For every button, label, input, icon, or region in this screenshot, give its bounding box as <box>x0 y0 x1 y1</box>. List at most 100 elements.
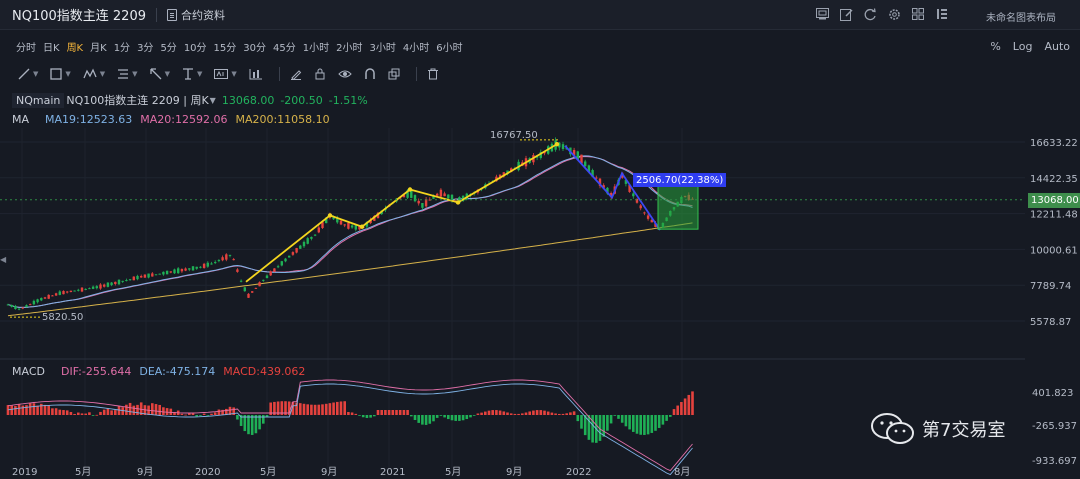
candle-body <box>95 286 98 289</box>
candle-body <box>421 203 424 208</box>
lock-button[interactable] <box>314 66 332 82</box>
macd-axis-label: -933.697 <box>1032 456 1077 467</box>
macd-value: MACD:439.062 <box>223 365 306 378</box>
screenshot-icon[interactable] <box>815 7 829 21</box>
candle-body <box>243 287 246 292</box>
percent-scale-toggle[interactable]: % <box>990 40 1001 53</box>
line-tool-button[interactable]: ▼ <box>18 66 44 82</box>
trend-vertex <box>327 213 333 218</box>
candle-body <box>165 270 169 275</box>
left-expand-handle[interactable]: ◀ <box>0 255 7 264</box>
macd-bar <box>317 404 321 415</box>
macd-bar <box>58 409 62 415</box>
macd-bar <box>232 407 235 415</box>
period-tab[interactable]: 2小时 <box>336 42 363 54</box>
bars-tool-button[interactable] <box>249 66 269 82</box>
settings-icon[interactable] <box>887 7 901 21</box>
period-tab[interactable]: 6小时 <box>436 42 463 54</box>
delete-button[interactable] <box>427 66 445 82</box>
macd-bar <box>14 405 17 415</box>
macd-bar <box>450 415 454 421</box>
edit-icon[interactable] <box>839 7 853 21</box>
layers-button[interactable] <box>388 66 406 82</box>
macd-bar <box>276 401 280 415</box>
period-tab[interactable]: 1分 <box>113 42 131 54</box>
macd-bar <box>517 413 520 415</box>
macd-bar <box>54 408 58 415</box>
candle-body <box>587 165 591 172</box>
macd-bar <box>506 412 509 415</box>
period-tab[interactable]: 3分 <box>137 42 154 54</box>
period-tab[interactable]: 30分 <box>243 42 267 54</box>
macd-bar <box>532 410 535 415</box>
fib-tool-button[interactable]: ▼ <box>117 66 143 82</box>
macd-bar <box>384 410 387 415</box>
arrow-tool-button[interactable]: ▼ <box>149 66 176 82</box>
macd-bar <box>210 413 213 415</box>
main-symbol-chip[interactable]: NQmain <box>12 92 65 108</box>
candle-body <box>591 170 594 177</box>
macd-bar <box>80 413 84 415</box>
label-tool-button[interactable]: ▼ <box>214 66 242 82</box>
macd-bar <box>43 404 47 415</box>
period-tab-active[interactable]: 周K <box>66 42 84 54</box>
text-tool-button[interactable]: ▼ <box>182 66 208 82</box>
rect-tool-button[interactable]: ▼ <box>50 66 76 82</box>
macd-bar <box>169 408 173 415</box>
main-legend: NQmain NQ100指数主连 2209 | 周K ▼ 13068.00 -2… <box>12 92 368 108</box>
candle-body <box>151 273 154 277</box>
period-tab[interactable]: 1小时 <box>302 42 330 54</box>
grid-icon[interactable] <box>911 7 925 21</box>
macd-bar <box>151 403 154 415</box>
macd-bar <box>583 415 587 436</box>
macd-bar <box>635 415 639 434</box>
period-tab[interactable]: 日K <box>43 42 60 54</box>
candle-body <box>628 184 631 192</box>
macd-bar <box>321 404 324 415</box>
pen-icon <box>290 70 301 80</box>
pattern-tool-button[interactable]: ▼ <box>83 66 111 82</box>
symbol-title[interactable]: NQ100指数主连 2209 <box>12 9 146 24</box>
macd-bar <box>484 411 487 415</box>
period-tab[interactable]: 5分 <box>160 42 177 54</box>
candle-body <box>143 274 147 278</box>
period-tab[interactable]: 月K <box>90 42 107 54</box>
refresh-icon[interactable] <box>863 7 877 21</box>
text-tool-icon <box>182 68 193 80</box>
candle-body <box>310 236 313 239</box>
visibility-button[interactable] <box>338 66 358 82</box>
candle-body <box>498 174 502 179</box>
macd-bar <box>469 415 472 418</box>
macd-legend-label[interactable]: MACD <box>12 365 45 378</box>
price-axis-label: 14422.35 <box>1030 174 1078 185</box>
menu-icon[interactable] <box>935 7 949 21</box>
period-tab[interactable]: 3小时 <box>369 42 396 54</box>
macd-bar <box>95 414 99 416</box>
macd-bar <box>254 415 258 434</box>
log-scale-toggle[interactable]: Log <box>1012 40 1033 53</box>
period-tab[interactable]: 45分 <box>273 42 296 54</box>
macd-bar <box>291 401 295 415</box>
period-tab[interactable]: 10分 <box>183 42 207 54</box>
candle-body <box>147 273 150 278</box>
candle-body <box>88 288 91 290</box>
contract-info-button[interactable]: 合约资料 <box>167 7 225 23</box>
layout-name-button[interactable]: 未命名图表布局 <box>986 13 1056 24</box>
macd-bar <box>458 415 461 421</box>
period-tab[interactable]: 分时 <box>16 42 36 54</box>
candle-body <box>191 266 195 271</box>
legend-price: 13068.00 <box>221 93 275 107</box>
time-axis-label: 2021 <box>380 467 405 478</box>
pen-button[interactable] <box>290 66 308 82</box>
magnet-button[interactable] <box>364 66 382 82</box>
macd-bar <box>480 412 483 415</box>
legend-dropdown-icon[interactable]: ▼ <box>209 95 216 105</box>
macd-bar <box>417 415 420 423</box>
fib-tool-icon <box>118 69 129 79</box>
auto-scale-toggle[interactable]: Auto <box>1044 40 1070 53</box>
period-tab[interactable]: 4小时 <box>402 42 430 54</box>
chart-area[interactable]: 16767.50 5820.50 16633.22 14422.35 12211.48… <box>0 88 1080 479</box>
price-axis: 16633.22 14422.35 12211.48 10000.61 7789.74 5… <box>1030 138 1078 328</box>
period-tab[interactable]: 15分 <box>213 42 237 54</box>
ma-legend-label[interactable]: MA <box>12 113 30 126</box>
